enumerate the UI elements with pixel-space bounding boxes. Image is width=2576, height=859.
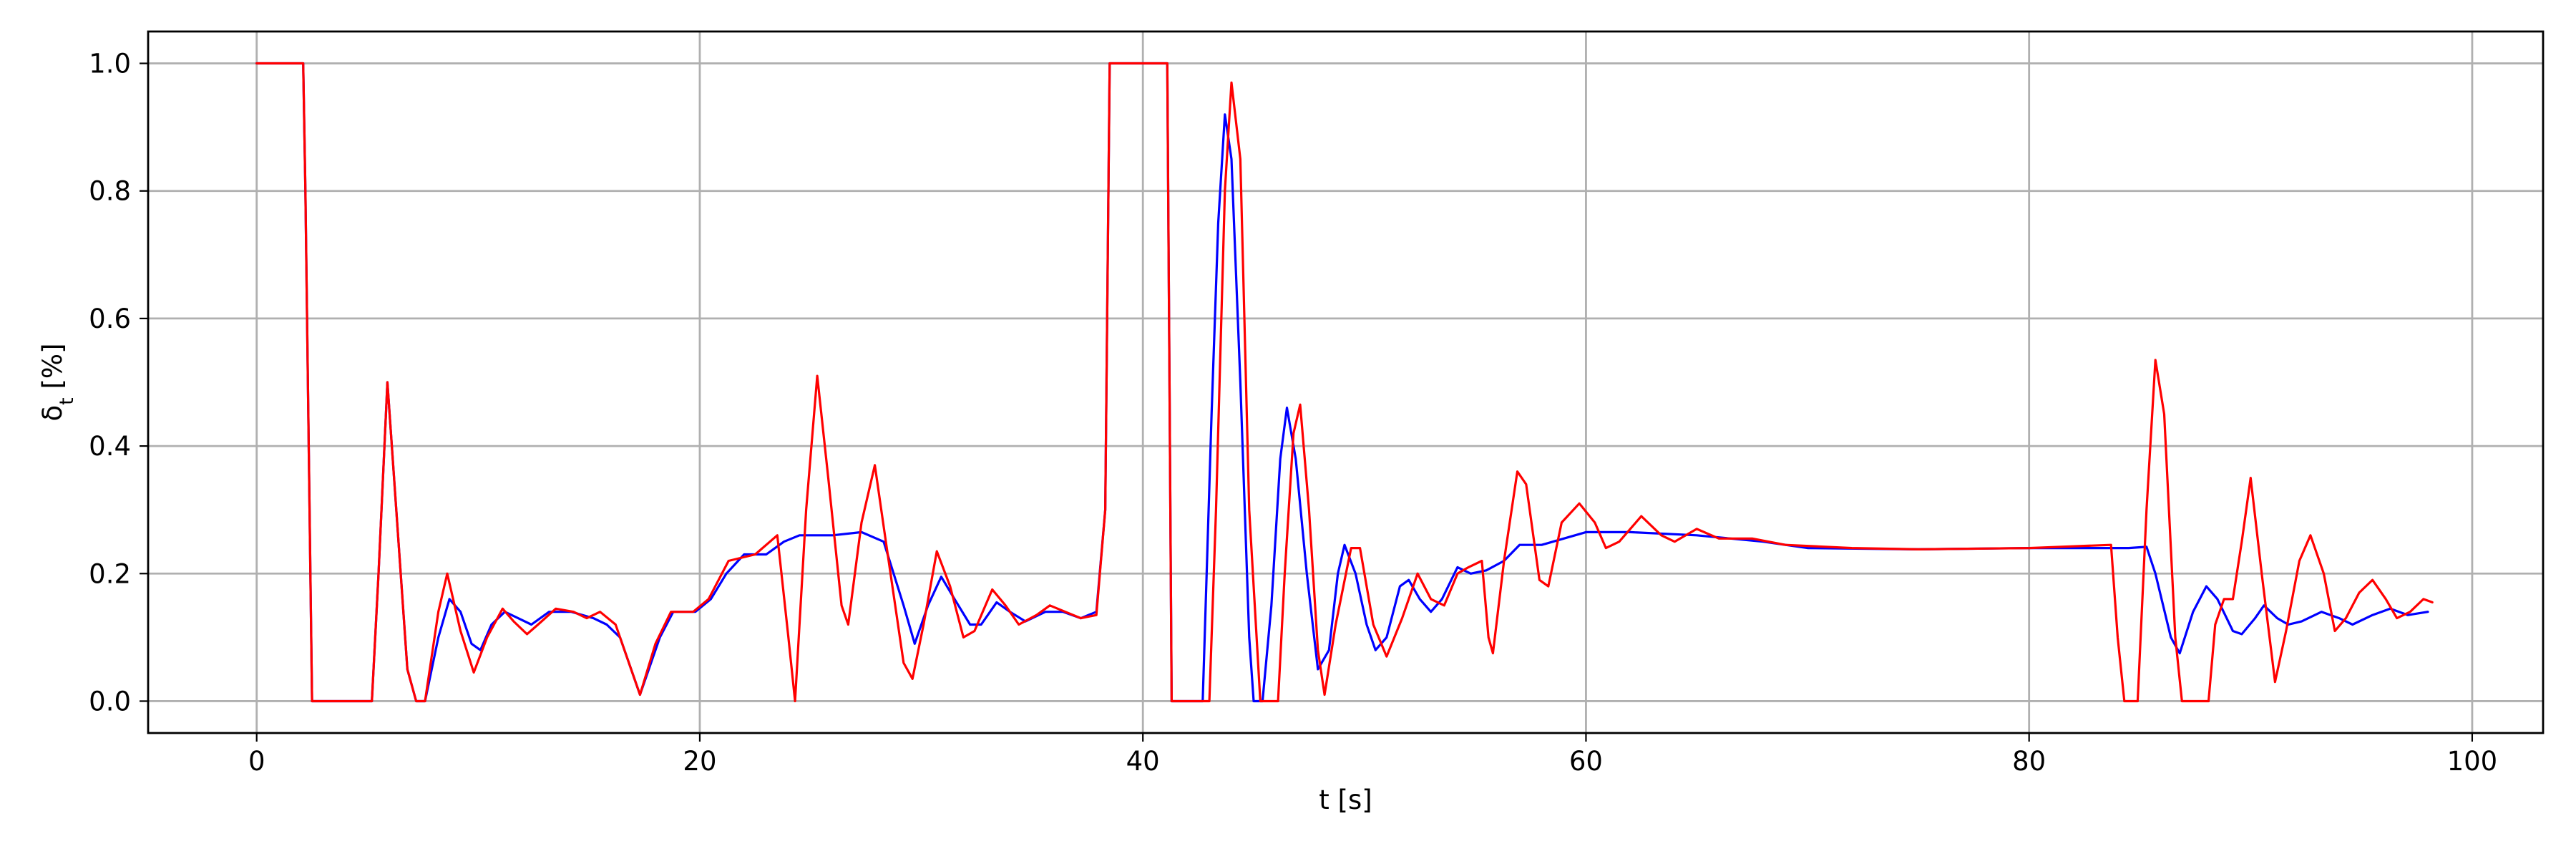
y-tick-label: 0.4 xyxy=(89,431,131,462)
series-line-2 xyxy=(255,62,2434,703)
plot-frame xyxy=(147,30,2545,734)
x-tick-label: 100 xyxy=(2447,746,2498,777)
series-line-1 xyxy=(255,62,2429,703)
y-axis-label: δt [%] xyxy=(37,343,78,421)
y-axis-label-subscript: t xyxy=(56,397,78,405)
series-group xyxy=(255,62,2434,703)
ticks: 0 20 40 60 80 100 0.0 0.2 0.4 0.6 0.8 1.0 xyxy=(89,49,2497,777)
x-tick-label: 60 xyxy=(1569,746,1603,777)
x-tick-label: 20 xyxy=(683,746,716,777)
x-tick-label: 0 xyxy=(248,746,265,777)
y-tick-label: 1.0 xyxy=(89,49,131,79)
y-axis-label-unit: [%] xyxy=(37,343,68,397)
y-tick-label: 0.2 xyxy=(89,558,131,589)
y-tick-label: 0.0 xyxy=(89,686,131,717)
y-tick-label: 0.6 xyxy=(89,304,131,334)
x-axis-label: t [s] xyxy=(1319,785,1372,815)
grid xyxy=(148,31,2543,733)
y-axis-label-symbol: δ xyxy=(37,405,68,422)
y-tick-label: 0.8 xyxy=(89,176,131,207)
x-tick-label: 80 xyxy=(2012,746,2046,777)
x-tick-label: 40 xyxy=(1126,746,1160,777)
